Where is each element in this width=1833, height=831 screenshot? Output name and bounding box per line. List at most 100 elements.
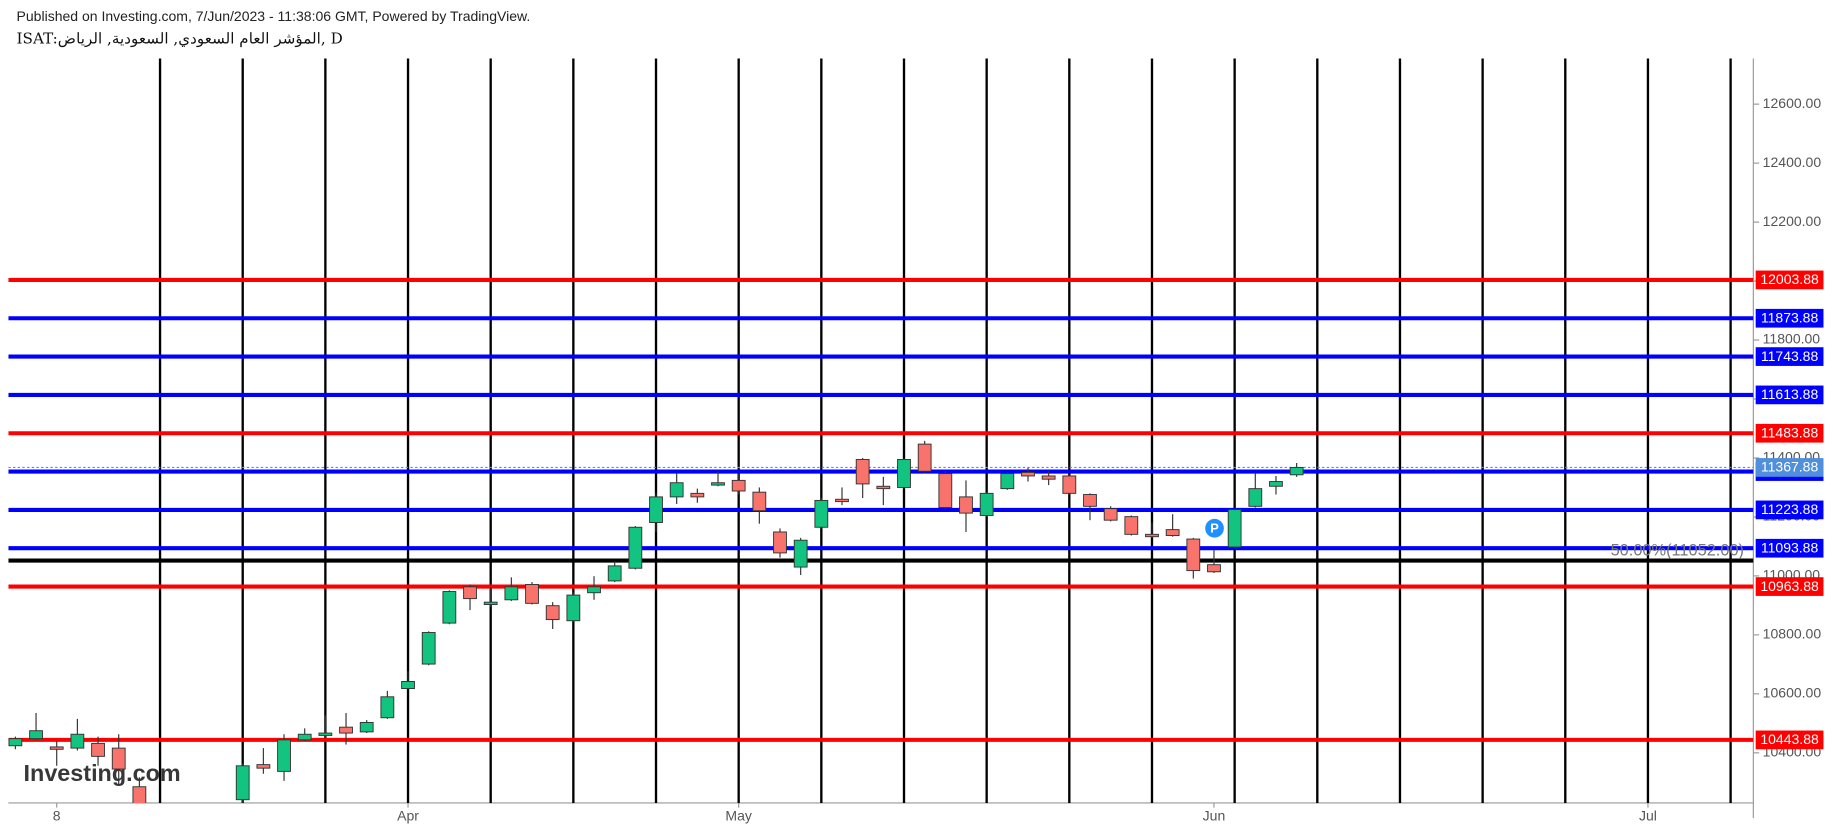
- x-tick-label: May: [725, 808, 751, 824]
- level-label: 11873.88: [1761, 310, 1819, 326]
- candle-body: [359, 721, 374, 733]
- x-tick-label: Jun: [1203, 808, 1226, 824]
- level-label-box: [1755, 730, 1824, 750]
- y-tick-label: 10800.00: [1763, 626, 1822, 642]
- fib-label: 50.00%(11052.00): [1611, 542, 1744, 560]
- candle-body: [897, 458, 911, 488]
- candle-body: [628, 526, 643, 569]
- marker-label: P: [1210, 520, 1219, 535]
- candle-body: [649, 496, 663, 524]
- chart-subtitle: ISAT:المؤشر العام السعودي, السعودية, الر…: [17, 30, 343, 48]
- x-tick-label: Jul: [1639, 808, 1657, 824]
- candle-body: [318, 732, 333, 736]
- chart-title: Published on Investing.com, 7/Jun/2023 -…: [17, 8, 531, 24]
- candle-body: [1021, 471, 1035, 477]
- level-label: 10963.88: [1760, 578, 1819, 594]
- x-tick-label: Apr: [397, 808, 419, 824]
- candle-body: [1062, 475, 1077, 494]
- level-label-box: [1755, 308, 1824, 328]
- candle-body: [855, 458, 870, 485]
- candle-body: [442, 591, 457, 624]
- candle-body: [401, 681, 415, 690]
- candle-body: [752, 491, 767, 512]
- last-price-label: 11367.88: [1761, 459, 1819, 475]
- candle-body: [979, 492, 994, 516]
- level-label-box: [1755, 347, 1824, 366]
- candle-body: [483, 601, 498, 605]
- candle-body: [525, 583, 539, 604]
- candle-body: [1000, 473, 1015, 490]
- level-label: 11743.88: [1761, 348, 1819, 364]
- candle-body: [297, 733, 312, 741]
- level-label: 10443.88: [1760, 731, 1819, 747]
- candle-body: [1269, 481, 1283, 487]
- x-tick-label: 8: [53, 808, 61, 824]
- level-label-box: [1755, 423, 1824, 443]
- level-label-box: [1755, 577, 1824, 596]
- y-tick-label: 12200.00: [1763, 213, 1822, 229]
- candle-body: [793, 539, 808, 568]
- level-label: 12003.88: [1760, 271, 1819, 287]
- level-label-box: [1755, 270, 1824, 290]
- candle-body: [959, 496, 973, 514]
- candle-body: [1041, 475, 1056, 480]
- candle-body: [111, 747, 126, 770]
- plot-area: Investing.com: [8, 58, 1754, 803]
- y-tick-label: 12400.00: [1763, 154, 1822, 170]
- candle-body: [49, 746, 64, 750]
- candle-body: [380, 696, 395, 719]
- candle-body: [1124, 516, 1139, 535]
- candle-body: [1165, 529, 1180, 536]
- candle-body: [256, 764, 271, 769]
- candle-body: [587, 586, 601, 594]
- candle-body: [463, 586, 477, 600]
- candle-body: [1248, 488, 1263, 507]
- candle-body: [504, 586, 519, 601]
- candle-body: [1145, 533, 1159, 538]
- candle-body: [70, 733, 85, 749]
- candle-body: [814, 499, 829, 528]
- overlay: 10400.0010600.0010800.0011000.0011200.00…: [53, 95, 1824, 824]
- level-label: 11223.88: [1761, 501, 1819, 517]
- y-tick-label: 11800.00: [1763, 331, 1821, 347]
- candle-body: [607, 565, 622, 582]
- level-label: 11483.88: [1761, 425, 1819, 441]
- candle-body: [669, 482, 684, 498]
- candle-body: [1186, 538, 1201, 572]
- candle-body: [1103, 508, 1118, 521]
- level-label-box: [1755, 538, 1824, 558]
- candle-body: [29, 730, 43, 740]
- candle-body: [421, 632, 436, 665]
- candle-body: [876, 485, 891, 490]
- y-tick-label: 12600.00: [1763, 95, 1822, 111]
- candle-body: [566, 594, 581, 622]
- candle-body: [545, 605, 560, 621]
- candle-body: [835, 498, 849, 503]
- candle-body: [339, 726, 353, 734]
- candle-body: [91, 742, 105, 757]
- candle-body: [938, 473, 953, 508]
- last-price-box: [1755, 458, 1824, 477]
- candle-body: [277, 739, 291, 772]
- candle-body: [132, 786, 147, 803]
- candle-body: [1227, 509, 1242, 548]
- candle-body: [711, 482, 725, 486]
- candle-body: [917, 443, 932, 472]
- candle-body: [690, 492, 705, 498]
- level-label: 11093.88: [1761, 540, 1819, 556]
- candle-body: [1083, 494, 1097, 507]
- candle-body: [235, 765, 250, 801]
- candle-body: [731, 479, 746, 492]
- watermark: Investing.com: [24, 760, 181, 786]
- level-label: 11613.88: [1761, 386, 1819, 402]
- y-tick-label: 10600.00: [1763, 685, 1822, 701]
- marker-badge: [1205, 518, 1224, 538]
- candle-body: [773, 531, 787, 554]
- level-label-box: [1755, 500, 1824, 520]
- candle-body: [1207, 564, 1221, 573]
- candle-body: [1289, 466, 1304, 476]
- level-label-box: [1755, 385, 1824, 405]
- candle-body: [8, 738, 23, 747]
